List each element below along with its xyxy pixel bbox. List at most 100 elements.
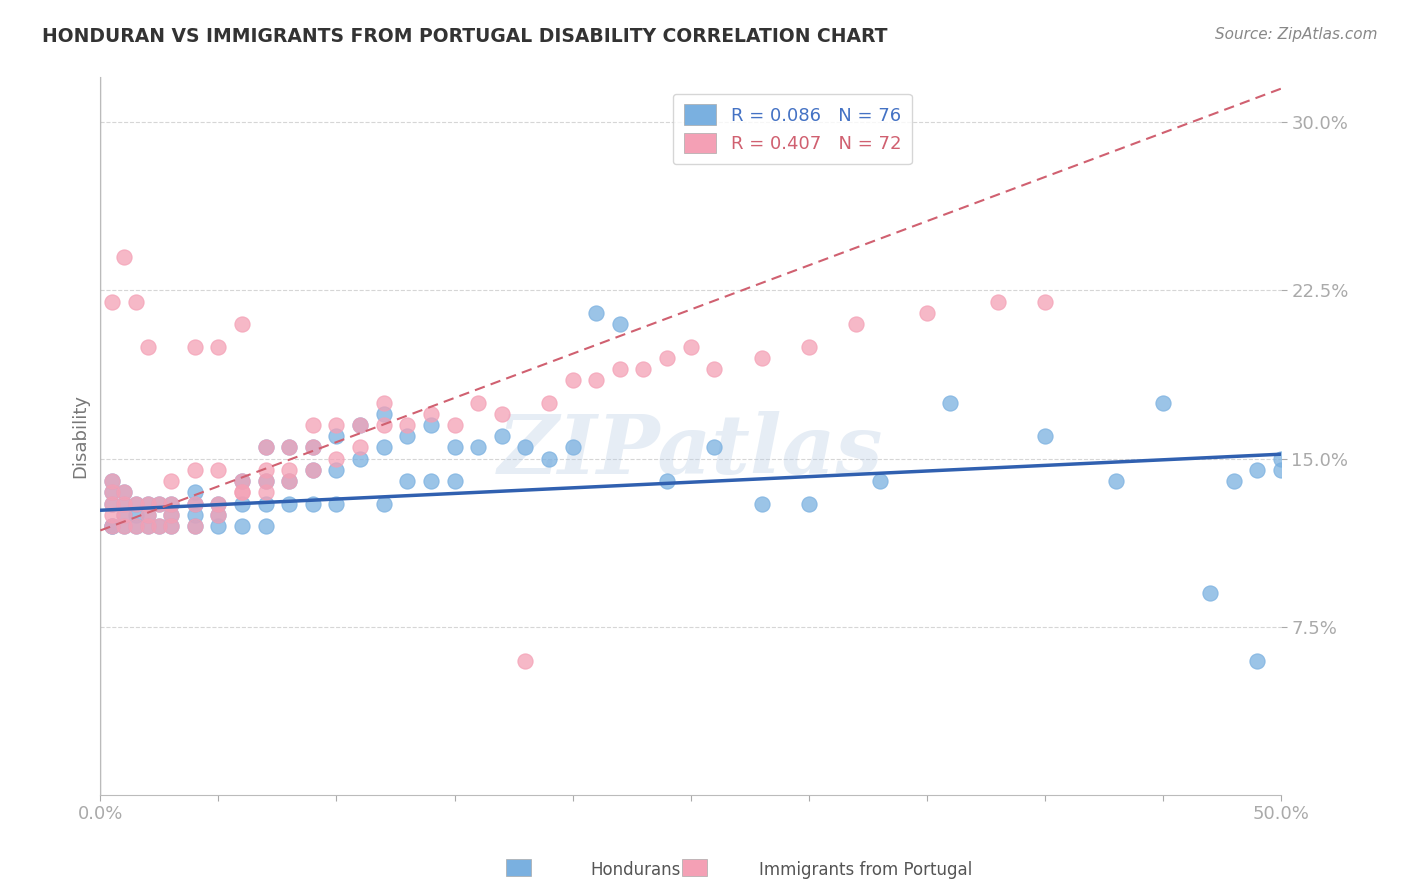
Point [184,519,207,533]
Point [373,441,395,455]
Point [254,441,277,455]
Point [148,496,170,510]
Text: ZIPatlas: ZIPatlas [498,410,883,491]
Point [349,418,371,433]
Point [1199,586,1222,600]
Point [254,474,277,488]
Point [655,351,678,365]
Point [679,340,702,354]
Point [112,485,135,500]
Point [160,474,183,488]
Point [515,653,537,667]
Point [655,474,678,488]
Point [491,407,513,421]
Point [609,317,631,331]
Point [254,474,277,488]
Point [302,441,325,455]
Point [125,294,148,309]
FancyBboxPatch shape [682,858,707,876]
Point [396,474,419,488]
Point [101,519,124,533]
Point [1152,395,1174,409]
Point [207,508,229,522]
Point [443,474,465,488]
Point [101,519,124,533]
Point [112,508,135,522]
Point [125,508,148,522]
Point [112,519,135,533]
Point [148,496,170,510]
Text: Hondurans: Hondurans [591,861,681,879]
Point [231,485,253,500]
Point [302,463,325,477]
Point [148,519,170,533]
Point [112,519,135,533]
Point [443,441,465,455]
Point [184,340,207,354]
Point [160,508,183,522]
Point [112,496,135,510]
Text: Source: ZipAtlas.com: Source: ZipAtlas.com [1215,27,1378,42]
Point [112,250,135,264]
Point [231,519,253,533]
Point [325,451,347,466]
Point [101,485,124,500]
Point [939,395,962,409]
Point [160,496,183,510]
Point [207,508,229,522]
Point [373,407,395,421]
Point [207,496,229,510]
Point [125,519,148,533]
Point [160,508,183,522]
Point [585,306,607,320]
Point [254,519,277,533]
Point [325,463,347,477]
Point [231,474,253,488]
Point [751,496,773,510]
Point [420,474,443,488]
Point [112,485,135,500]
Point [184,485,207,500]
Point [101,496,124,510]
Point [1105,474,1128,488]
Point [278,474,301,488]
Point [915,306,938,320]
Point [101,496,124,510]
Point [537,395,560,409]
Point [797,340,820,354]
Point [112,508,135,522]
Point [278,496,301,510]
Point [467,395,489,409]
Point [160,519,183,533]
Point [101,519,124,533]
Point [101,474,124,488]
Point [136,496,159,510]
Point [207,463,229,477]
Point [184,508,207,522]
Text: HONDURAN VS IMMIGRANTS FROM PORTUGAL DISABILITY CORRELATION CHART: HONDURAN VS IMMIGRANTS FROM PORTUGAL DIS… [42,27,887,45]
Point [278,441,301,455]
Point [302,441,325,455]
Point [302,463,325,477]
Point [1246,463,1268,477]
Point [184,463,207,477]
Point [101,294,124,309]
Point [184,496,207,510]
Point [1033,429,1056,443]
Point [1270,451,1292,466]
Point [373,496,395,510]
Point [561,441,583,455]
Point [420,407,443,421]
Point [1033,294,1056,309]
Point [349,451,371,466]
Point [254,485,277,500]
Point [231,317,253,331]
Point [148,519,170,533]
Point [349,441,371,455]
Point [396,418,419,433]
Point [136,508,159,522]
Point [845,317,868,331]
Point [515,441,537,455]
Point [136,496,159,510]
Point [207,519,229,533]
